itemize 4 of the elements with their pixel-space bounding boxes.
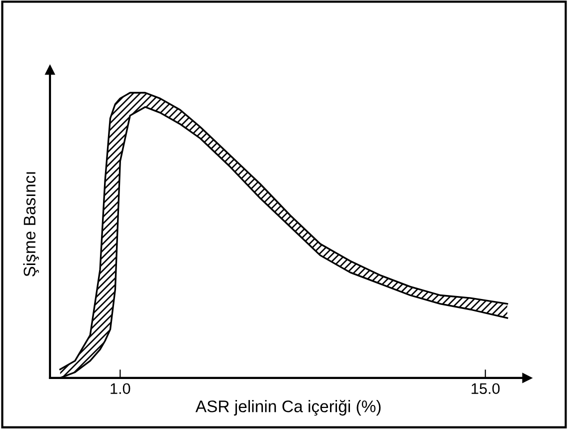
x-tick-label: 1.0 [110, 383, 130, 394]
y-axis-title: Şişme Basıncı [23, 172, 39, 276]
x-axis-title: ASR jelinin Ca içeriği (%) [195, 400, 381, 416]
x-tick-label: 15.0 [472, 383, 500, 394]
